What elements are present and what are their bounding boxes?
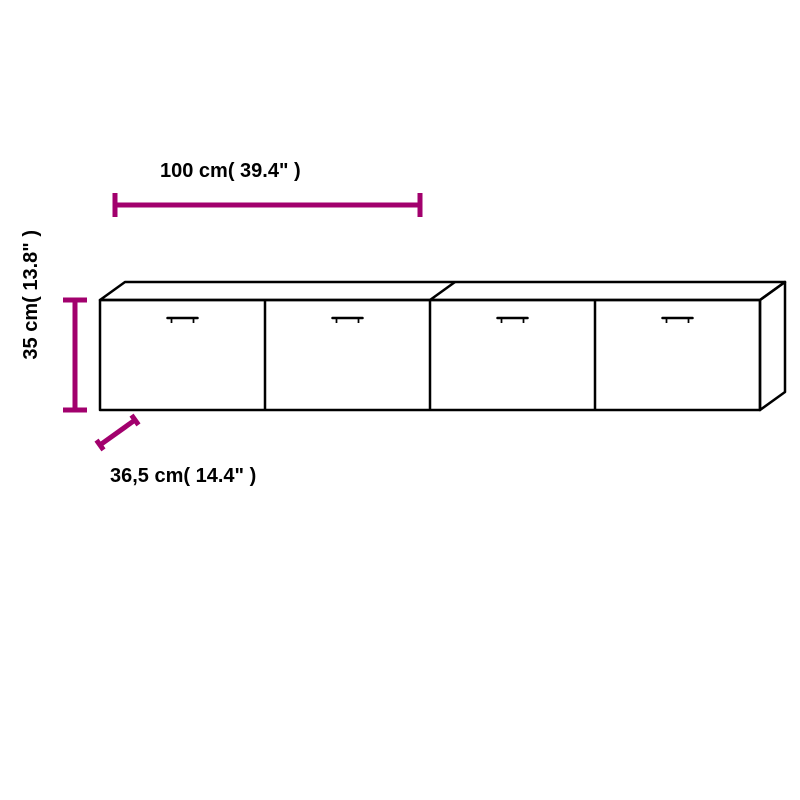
diagram-canvas: 100 cm( 39.4" ) 35 cm( 13.8" ) 36,5 cm( … — [0, 0, 800, 800]
depth-dimension-label: 36,5 cm( 14.4" ) — [110, 465, 256, 488]
height-dimension-label: 35 cm( 13.8" ) — [20, 230, 43, 360]
diagram-svg — [0, 0, 800, 800]
width-dimension-label: 100 cm( 39.4" ) — [160, 160, 301, 183]
